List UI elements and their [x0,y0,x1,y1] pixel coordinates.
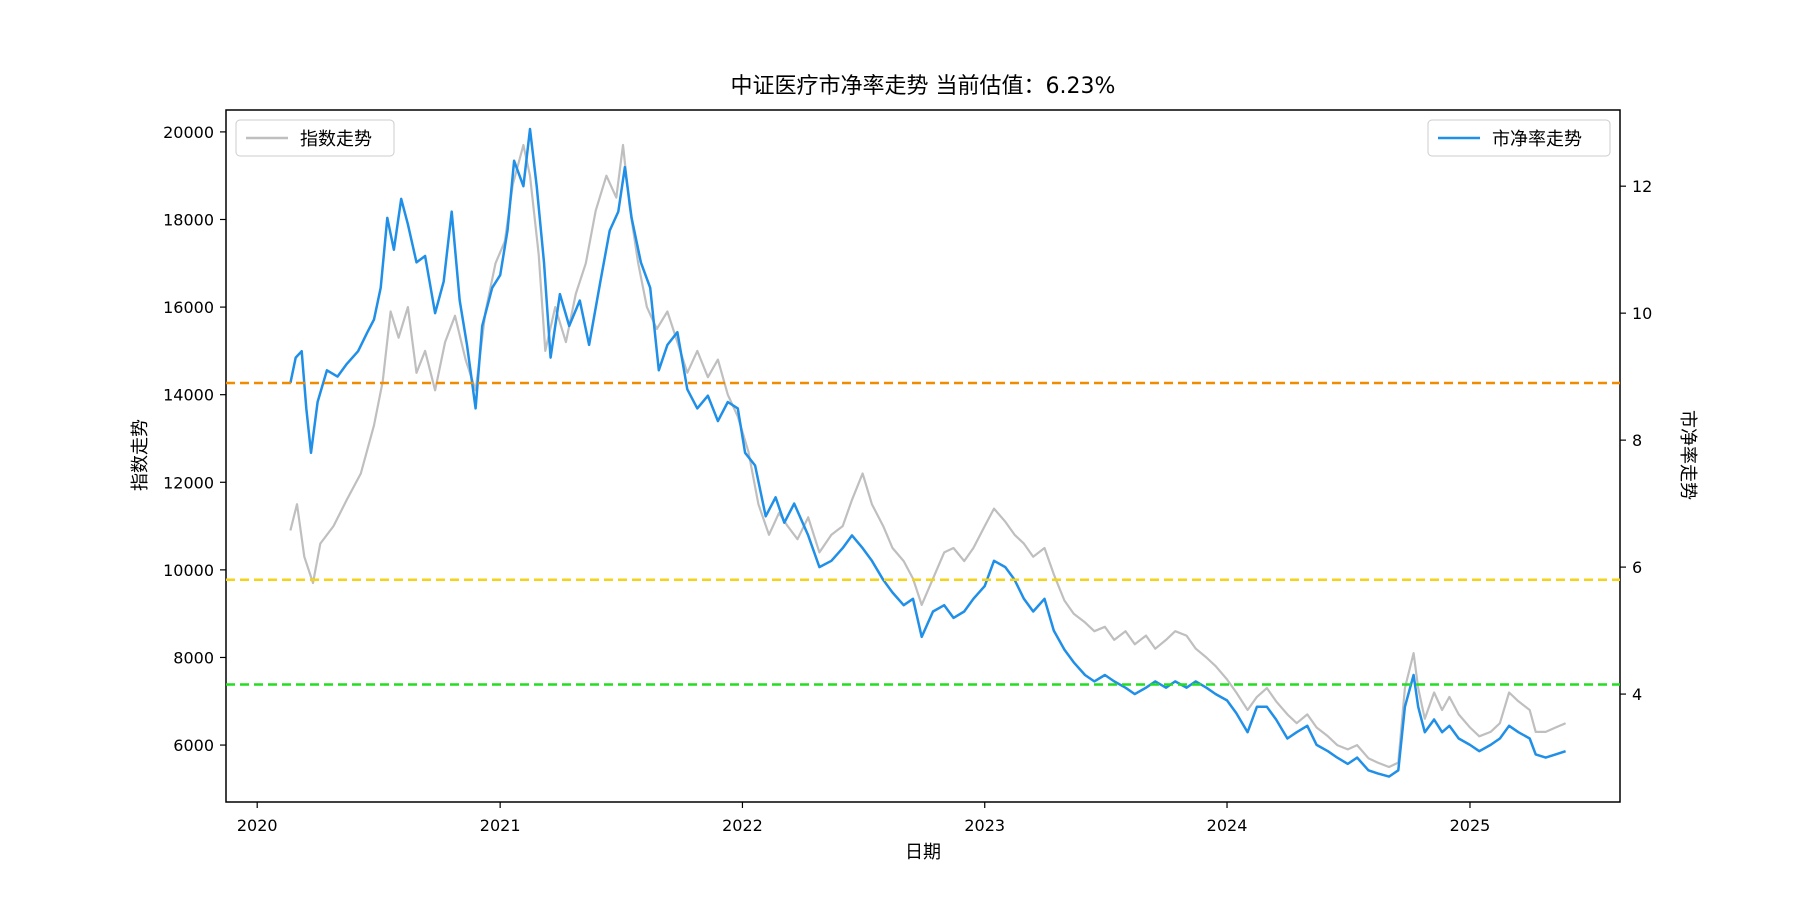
left-y-tick-label: 16000 [163,298,214,317]
x-tick-label: 2021 [480,816,521,835]
legend-label: 指数走势 [300,129,372,150]
x-axis-title: 日期 [905,842,941,863]
index-trend-line [289,143,1567,769]
left-y-tick-label: 6000 [173,736,214,755]
pb-trend-line [289,127,1566,778]
plot-frame [225,109,1621,803]
right-y-tick-label: 12 [1632,177,1652,196]
x-tick-label: 2025 [1450,816,1491,835]
left-y-tick-label: 14000 [163,386,214,405]
x-tick-label: 2020 [237,816,278,835]
legend-box [1427,119,1611,157]
left-y-tick-label: 8000 [173,648,214,667]
legend-label: 市净率走势 [1492,129,1582,150]
left-y-tick-label: 20000 [163,123,214,142]
right-axis-title: 市净率走势 [1677,410,1698,500]
left-y-tick-label: 18000 [163,210,214,229]
left-y-tick-label: 10000 [163,561,214,580]
chart-title: 中证医疗市净率走势 当前估值：6.23% [731,74,1116,99]
x-tick-label: 2024 [1207,816,1248,835]
legend-box [235,119,395,157]
plot-area: 2020 2021 2022 2023 2024 2025 6000 8000 10000 120… [163,109,1652,835]
legend-group: 指数走势 市净率走势 [235,119,1611,157]
x-tick-label: 2022 [722,816,763,835]
right-y-tick-label: 8 [1632,431,1642,450]
right-y-tick-label: 4 [1632,685,1642,704]
right-y-tick-label: 6 [1632,558,1642,577]
left-y-tick-label: 12000 [163,473,214,492]
right-y-tick-label: 10 [1632,304,1652,323]
x-tick-label: 2023 [964,816,1005,835]
left-axis-title: 指数走势 [130,419,151,491]
